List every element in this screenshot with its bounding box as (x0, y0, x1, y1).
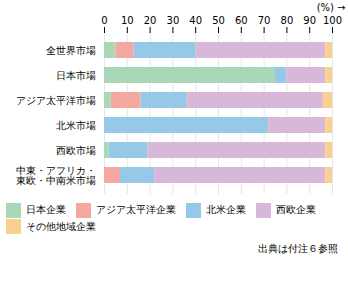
svg-text:10: 10 (121, 15, 134, 26)
svg-text:全世界市場: 全世界市場 (46, 45, 96, 56)
svg-text:40: 40 (189, 15, 202, 26)
html-text:北米企業: 北米企業 (206, 204, 246, 216)
html-text:出典は付注６参照: 出典は付注６参照 (258, 243, 338, 254)
svg-text:30: 30 (167, 15, 180, 26)
svg-text:北米市場: 北米市場 (56, 120, 96, 131)
svg-text:日本市場: 日本市場 (56, 70, 96, 81)
svg-text:50: 50 (212, 15, 225, 26)
html-text:アジア太平洋企業: アジア太平洋企業 (96, 204, 176, 216)
svg-text:アジア太平洋市場: アジア太平洋市場 (16, 95, 96, 106)
svg-text:100: 100 (323, 15, 342, 26)
html-text:その他地域企業: その他地域企業 (26, 220, 96, 232)
svg-text:80: 80 (281, 15, 294, 26)
svg-text:20: 20 (144, 15, 157, 26)
svg-text:中東・アフリカ・東欧・中南米市場: 中東・アフリカ・東欧・中南米市場 (16, 165, 96, 186)
svg-text:60: 60 (235, 15, 248, 26)
svg-text:0: 0 (101, 15, 107, 26)
svg-text:(%) →: (%) → (317, 2, 346, 13)
svg-text:90: 90 (303, 15, 316, 26)
html-text:西欧企業: 西欧企業 (276, 204, 316, 216)
svg-text:西欧市場: 西欧市場 (56, 145, 96, 156)
svg-text:70: 70 (258, 15, 271, 26)
html-text:日本企業: 日本企業 (26, 204, 66, 216)
